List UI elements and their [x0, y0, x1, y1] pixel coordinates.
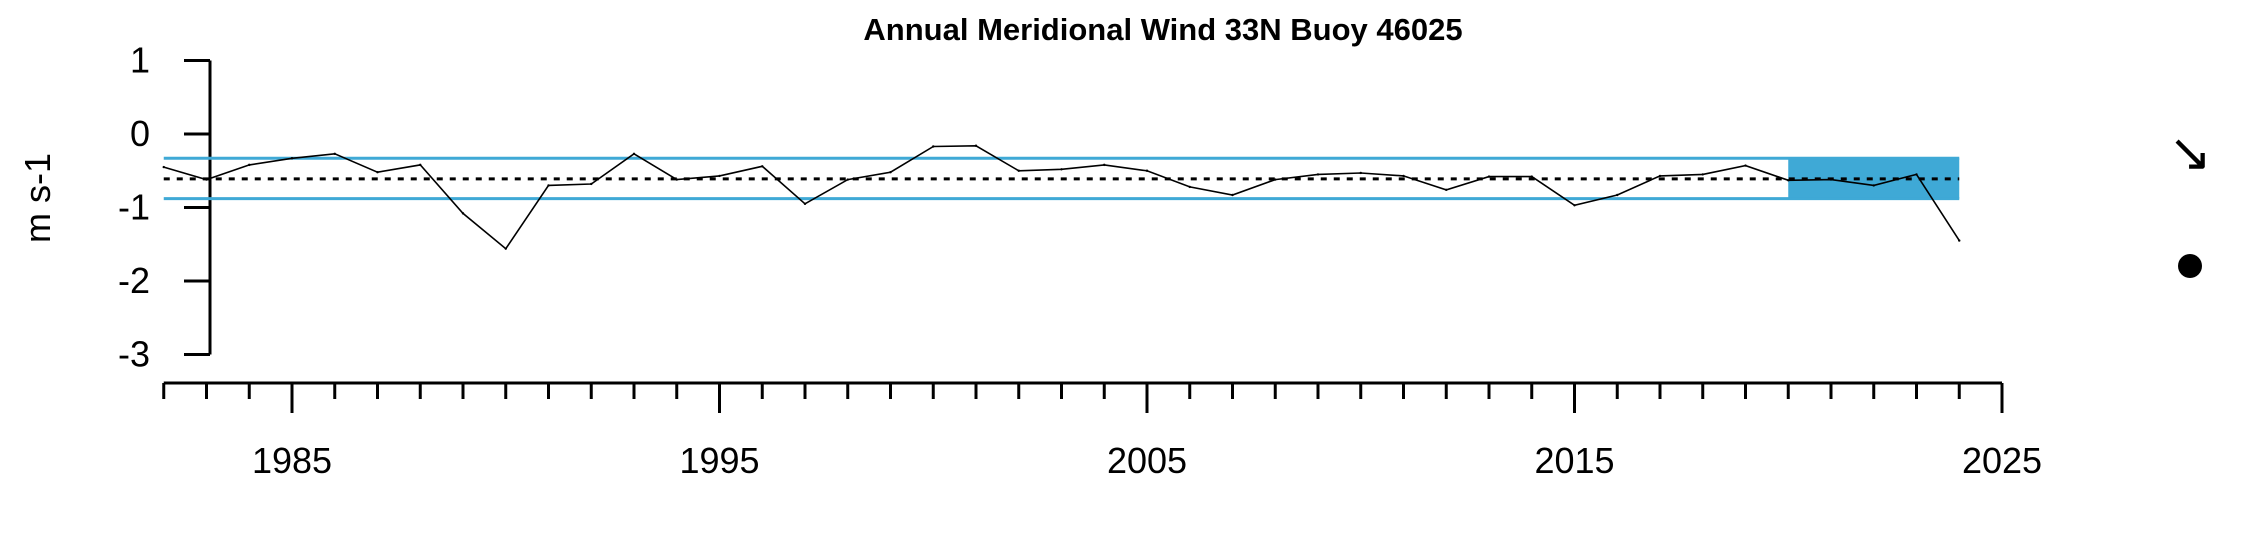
data-point	[461, 212, 465, 215]
data-point	[761, 165, 764, 168]
x-tick-label: 2015	[1534, 440, 1614, 481]
x-tick-label: 1995	[679, 440, 759, 481]
y-tick-label: 0	[130, 113, 150, 154]
data-point	[376, 171, 379, 174]
data-point	[1402, 174, 1405, 178]
data-point	[1573, 204, 1576, 207]
data-point	[248, 163, 251, 167]
data-point	[1103, 163, 1106, 167]
data-point	[1231, 193, 1234, 197]
data-point	[1915, 173, 1918, 176]
data-point	[1487, 175, 1491, 178]
data-point	[1872, 184, 1875, 187]
data-point	[1060, 168, 1063, 171]
data-point	[1744, 164, 1747, 167]
data-point	[1616, 193, 1619, 197]
data-point	[932, 145, 935, 148]
data-point	[1658, 174, 1662, 178]
data-point	[162, 165, 165, 169]
data-point	[718, 174, 721, 178]
x-tick-label: 1985	[252, 440, 332, 481]
y-tick-label: -2	[118, 260, 150, 301]
data-point	[205, 178, 208, 181]
data-point	[290, 157, 294, 160]
data-point	[632, 152, 636, 156]
data-point	[846, 178, 849, 181]
y-axis-label: m s-1	[17, 153, 58, 243]
y-axis: 1 0 -1 -2 -3	[118, 40, 212, 375]
x-axis: 1985 1995 2005 2015 2025	[162, 381, 2042, 481]
data-point	[1017, 169, 1020, 172]
data-point	[974, 144, 978, 147]
x-tick-label: 2005	[1107, 440, 1187, 481]
data-point	[419, 163, 422, 167]
y-tick-label: -3	[118, 334, 150, 375]
data-point	[504, 247, 507, 250]
data-point	[1188, 185, 1191, 189]
data-point	[889, 171, 892, 174]
data-point	[333, 152, 336, 156]
data-point	[1829, 178, 1833, 181]
data-point	[1530, 175, 1533, 178]
data-point	[675, 178, 678, 181]
x-tick-label: 2025	[1962, 440, 2042, 481]
data-point	[547, 184, 550, 187]
data-point	[1359, 171, 1362, 175]
data-point	[590, 182, 593, 186]
status-dot-icon	[2178, 254, 2202, 278]
data-point	[1787, 179, 1790, 182]
data-point	[1958, 239, 1961, 242]
data-point	[1701, 173, 1704, 176]
chart-title: Annual Meridional Wind 33N Buoy 46025	[863, 12, 1462, 47]
y-tick-label: -1	[118, 187, 150, 228]
y-tick-label: 1	[130, 40, 150, 81]
data-point	[1316, 173, 1320, 176]
trend-arrow-icon: ↘	[2168, 123, 2212, 183]
plot-area	[162, 144, 1961, 250]
data-point	[1445, 188, 1448, 192]
data-point	[803, 202, 807, 206]
data-point	[1274, 178, 1277, 181]
data-point	[1145, 169, 1149, 172]
